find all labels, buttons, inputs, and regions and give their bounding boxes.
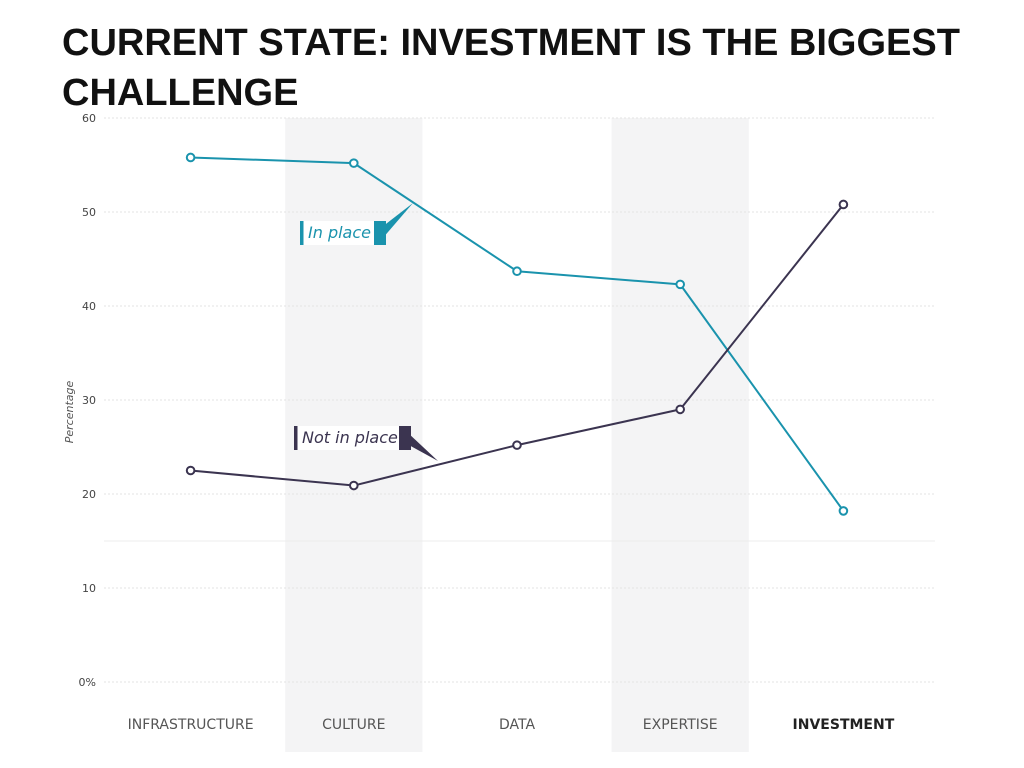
y-tick-label: 50 xyxy=(82,206,96,219)
callout-right-block xyxy=(399,426,411,450)
y-tick-label: 10 xyxy=(82,582,96,595)
data-point xyxy=(838,199,849,210)
page-title: CURRENT STATE: INVESTMENT IS THE BIGGEST… xyxy=(62,22,960,114)
x-tick-label: INFRASTRUCTURE xyxy=(128,717,254,733)
callout-pointer xyxy=(382,203,413,239)
x-tick-label: INVESTMENT xyxy=(793,717,895,733)
series-name: Not in place xyxy=(302,428,398,447)
y-tick-label: 0% xyxy=(79,676,96,689)
data-point xyxy=(185,152,196,163)
x-tick-label: EXPERTISE xyxy=(643,717,718,733)
column-band xyxy=(611,118,749,752)
y-tick-label: 40 xyxy=(82,300,96,313)
callout-box xyxy=(294,426,411,450)
callout-left-bar xyxy=(294,426,298,450)
callout-box xyxy=(300,221,386,245)
callout-pointer xyxy=(407,432,438,461)
data-point xyxy=(512,266,522,277)
data-point xyxy=(675,404,686,415)
data-point xyxy=(349,480,359,491)
data-point xyxy=(185,465,196,476)
y-tick-label: 30 xyxy=(82,394,96,407)
callout-right-block xyxy=(374,221,386,245)
data-point xyxy=(512,440,522,450)
series-label-1: Not in place xyxy=(294,426,438,461)
series-label-0: In place xyxy=(300,203,413,245)
series-name: In place xyxy=(308,223,371,242)
y-tick-label: 60 xyxy=(82,112,96,125)
x-tick-label: CULTURE xyxy=(322,717,385,733)
x-tick-label: DATA xyxy=(499,717,535,733)
y-axis-label: Percentage xyxy=(63,381,76,444)
data-point xyxy=(349,158,359,168)
y-tick-label: 20 xyxy=(82,488,96,501)
data-point xyxy=(838,506,849,516)
callout-left-bar xyxy=(300,221,304,245)
data-point xyxy=(675,279,686,290)
